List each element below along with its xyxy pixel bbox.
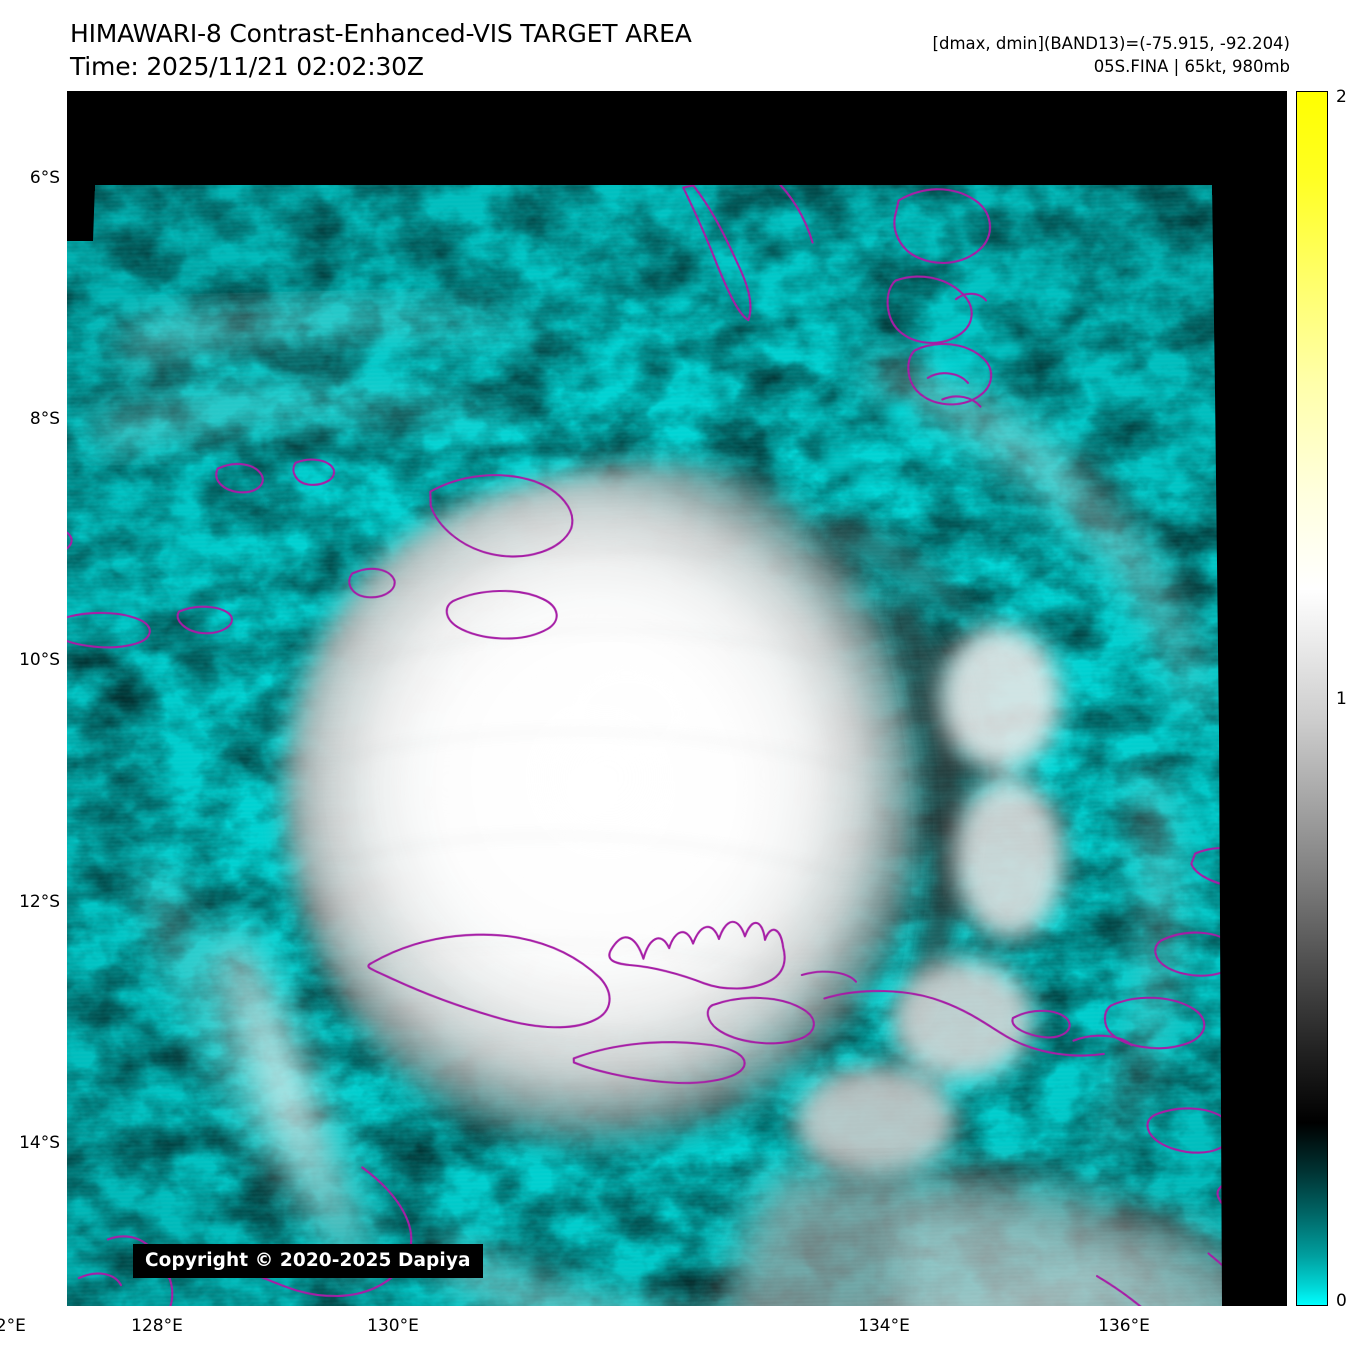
y-tick-14S: 14°S [19, 1133, 60, 1153]
copyright-badge: Copyright © 2020-2025 Dapiya [133, 1244, 483, 1278]
scanline-texture [67, 150, 1287, 1306]
x-tick-132E: 132°E [0, 1316, 26, 1336]
swath-canvas [67, 150, 1287, 1306]
x-tick-128E: 128°E [131, 1316, 183, 1336]
page-title: HIMAWARI-8 Contrast-Enhanced-VIS TARGET … [70, 19, 692, 48]
no-data-letterbox [67, 91, 1287, 1306]
x-tick-130E: 130°E [367, 1316, 419, 1336]
figure-metadata-block: [dmax, dmin](BAND13)=(-75.915, -92.204) … [933, 32, 1290, 79]
y-tick-6S: 6°S [29, 168, 60, 188]
storm-intensity-annotation: 05S.FINA | 65kt, 980mb [1093, 57, 1290, 77]
x-tick-136E: 136°E [1098, 1316, 1150, 1336]
colorbar-tick-2: 2 [1336, 87, 1347, 107]
brightness-range-annotation: [dmax, dmin](BAND13)=(-75.915, -92.204) [932, 34, 1290, 53]
colorbar: 2 1 0 [1296, 87, 1347, 1311]
satellite-data-swath [67, 150, 1287, 1306]
y-tick-12S: 12°S [19, 892, 60, 912]
colorbar-tick-1: 1 [1336, 689, 1347, 709]
y-tick-10S: 10°S [19, 650, 60, 670]
figure-timestamp: Time: 2025/11/21 02:02:30Z [70, 51, 424, 81]
figure-title-block: HIMAWARI-8 Contrast-Enhanced-VIS TARGET … [70, 18, 830, 83]
colorbar-gradient [1296, 91, 1328, 1306]
y-tick-8S: 8°S [29, 409, 60, 429]
colorbar-tick-0: 0 [1336, 1291, 1347, 1311]
x-tick-134E: 134°E [858, 1316, 910, 1336]
satellite-image-plot: Copyright © 2020-2025 Dapiya [67, 91, 1287, 1306]
